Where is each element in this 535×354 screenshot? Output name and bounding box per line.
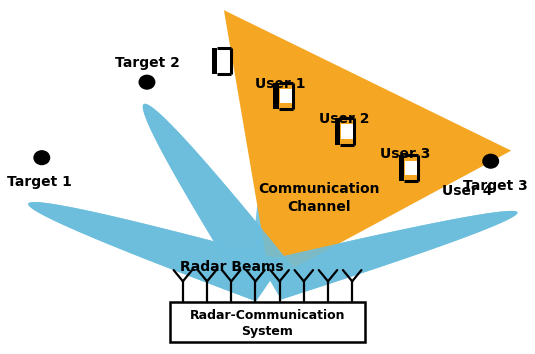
Bar <box>212 48 217 74</box>
Text: User 1: User 1 <box>255 77 305 91</box>
Bar <box>170 302 365 342</box>
Text: Target 1: Target 1 <box>7 175 72 189</box>
Text: System: System <box>242 325 294 338</box>
Ellipse shape <box>482 154 499 169</box>
Bar <box>341 124 353 138</box>
Text: Radar Beams: Radar Beams <box>180 259 284 274</box>
Polygon shape <box>259 211 517 299</box>
Polygon shape <box>28 202 284 301</box>
Bar <box>335 118 340 144</box>
Polygon shape <box>143 104 297 290</box>
Polygon shape <box>254 164 327 284</box>
Bar <box>280 89 292 103</box>
Text: Radar-Communication: Radar-Communication <box>190 309 345 321</box>
Ellipse shape <box>33 150 50 165</box>
Polygon shape <box>250 147 289 281</box>
Text: Target 2: Target 2 <box>114 56 179 70</box>
Text: User 4: User 4 <box>442 184 492 198</box>
Text: User 2: User 2 <box>319 112 369 126</box>
Bar <box>273 83 279 109</box>
Bar <box>406 161 417 176</box>
Polygon shape <box>224 10 511 281</box>
Bar <box>399 155 404 181</box>
Polygon shape <box>143 104 297 290</box>
Text: User 3: User 3 <box>380 147 431 161</box>
Bar <box>218 54 230 68</box>
Ellipse shape <box>139 75 156 90</box>
Text: Target 3: Target 3 <box>463 179 528 193</box>
Text: Communication
Channel: Communication Channel <box>258 182 380 214</box>
Polygon shape <box>28 202 284 301</box>
Polygon shape <box>259 211 517 299</box>
